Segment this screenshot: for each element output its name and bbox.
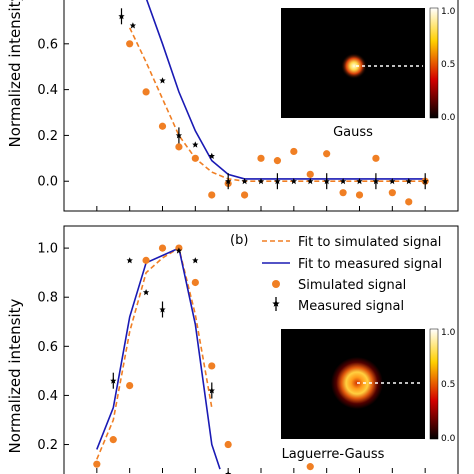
measured-point [143, 289, 150, 296]
panel-b-y-tick-label: 0.4 [37, 389, 58, 404]
gauss-inset-label: Gauss [333, 125, 373, 140]
panel-b-y-tick-label: 0.2 [37, 438, 58, 453]
panel-b-y-ticks: 0.2 0.4 0.6 0.8 1.0 [37, 242, 69, 453]
measured-point [126, 257, 133, 264]
fit-measured-line [145, 0, 426, 180]
measured-point [290, 178, 297, 185]
simulated-point [109, 436, 117, 444]
measured-point [356, 178, 363, 185]
panel-b-label: (b) [230, 233, 248, 248]
panel-a-y-tick-label: 0.6 [37, 37, 58, 52]
panel-a-y-tick-label: 0.4 [37, 83, 58, 98]
simulated-point [405, 198, 413, 206]
measured-point [422, 173, 429, 190]
panel-b-y-tick-label: 1.0 [37, 242, 58, 257]
simulated-point [126, 382, 134, 390]
simulated-point [290, 147, 298, 156]
panel-a-y-tick-label: 0.0 [37, 175, 58, 190]
panel-a-y-ticks: 0.0 0.2 0.4 0.6 [37, 37, 69, 190]
simulated-point [355, 191, 364, 199]
measured-point [274, 173, 281, 190]
simulated-point [158, 122, 167, 130]
legend-simulated-swatch [272, 280, 280, 288]
fit-simulated-line [96, 246, 213, 460]
simulated-point [257, 154, 265, 162]
simulated-point [158, 244, 167, 252]
gauss-colorbar [429, 7, 439, 119]
simulated-point [93, 460, 101, 468]
measured-point [118, 8, 125, 25]
measured-point [372, 173, 379, 190]
gauss-colorbar-tick-bottom: 0.0 [441, 113, 456, 123]
legend-measured-label: Measured signal [298, 299, 404, 314]
legend-simulated-label: Simulated signal [298, 278, 406, 293]
legend: (b) Fit to simulated signal Fit to measu… [230, 233, 442, 314]
simulated-point [388, 189, 396, 197]
measured-point [225, 173, 232, 190]
panel-b-y-tick-label: 0.8 [37, 291, 58, 306]
legend-fit-sim-label: Fit to simulated signal [298, 235, 441, 250]
lg-colorbar-tick-bottom: 0.0 [441, 434, 456, 444]
simulated-point [126, 40, 134, 48]
panel-b-y-tick-label: 0.6 [37, 340, 58, 355]
measured-point [208, 382, 215, 399]
measured-point [340, 178, 347, 185]
measured-point [175, 247, 182, 254]
simulated-point [323, 150, 331, 158]
simulated-point [208, 362, 216, 370]
simulated-point [240, 191, 249, 199]
legend-fit-meas-label: Fit to measured signal [298, 257, 442, 272]
lg-colorbar-tick-mid: 0.5 [441, 380, 455, 390]
measured-point [159, 301, 166, 318]
measured-point [323, 173, 330, 190]
simulated-point [306, 463, 314, 471]
simulated-point [142, 256, 150, 264]
measured-point [110, 372, 117, 389]
panel-a-plot-area [118, 0, 429, 206]
simulated-point [191, 278, 199, 287]
measured-point [307, 178, 314, 185]
measured-point [192, 257, 199, 264]
fit-measured-line [96, 246, 221, 470]
gauss-colorbar-tick-mid: 0.5 [441, 60, 455, 70]
lg-colorbar-tick-top: 1.0 [441, 328, 456, 338]
lg-inset: 1.0 0.5 0.0 Laguerre-Gauss [281, 328, 456, 462]
panel-b-y-axis-label: Normalized intensity [6, 298, 24, 453]
measured-point [159, 77, 166, 84]
panel-b-frame [63, 225, 459, 474]
panel-a: 0.0 0.2 0.4 0.6 Normalized intensity 1.0 0.… [6, 0, 459, 212]
gauss-inset: 1.0 0.5 0.0 Gauss [281, 7, 456, 140]
measured-point [129, 22, 136, 29]
measured-point [192, 141, 199, 148]
simulated-point [224, 440, 232, 449]
simulated-point [191, 154, 199, 162]
legend-measured-swatch [272, 297, 280, 311]
panel-b-x-ticks [96, 468, 426, 473]
gauss-colorbar-tick-top: 1.0 [441, 7, 456, 17]
lg-inset-label: Laguerre-Gauss [282, 447, 385, 462]
panel-b-plot-area [93, 244, 314, 474]
simulated-point [208, 191, 216, 199]
simulated-point [339, 189, 347, 197]
measured-point [208, 152, 215, 159]
measured-point [175, 127, 182, 144]
simulated-point [273, 157, 282, 165]
measured-point [389, 178, 396, 185]
lg-colorbar [429, 328, 439, 440]
panel-a-x-ticks [96, 206, 426, 211]
panel-a-y-axis-label: Normalized intensity [6, 0, 24, 147]
simulated-point [175, 143, 183, 151]
measured-point [257, 178, 265, 185]
gauss-beam-spot [341, 53, 367, 79]
simulated-point [372, 154, 380, 162]
simulated-point [306, 170, 314, 178]
panel-b: 0.2 0.4 0.6 0.8 1.0 Normalized intensity (b)… [6, 225, 459, 474]
simulated-point [142, 88, 150, 96]
panel-a-y-tick-label: 0.2 [37, 129, 58, 144]
measured-point [241, 178, 248, 185]
measured-point [225, 470, 232, 474]
measured-point [405, 178, 412, 185]
